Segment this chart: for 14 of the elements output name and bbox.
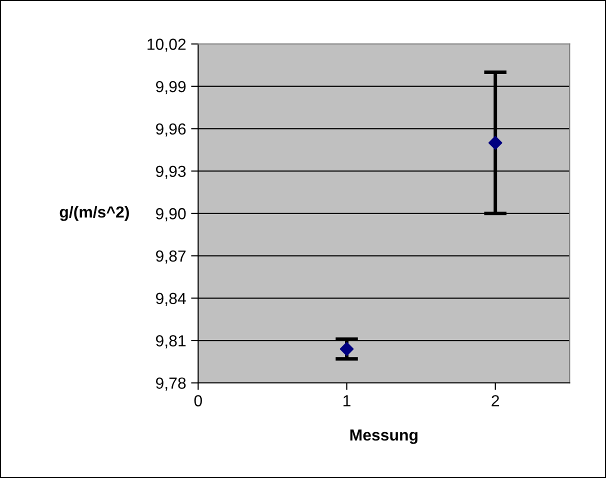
y-tick-label: 9,90 (156, 208, 186, 222)
y-tick-label: 9,81 (156, 335, 186, 348)
y-tick-label: 9,87 (156, 250, 186, 264)
y-axis-title: g/(m/s^2) (60, 206, 129, 221)
y-tick-label: 9,84 (156, 292, 186, 306)
x-tick-label: 0 (194, 395, 202, 406)
x-axis-title: Messung (350, 430, 418, 444)
y-tick-label: 10,02 (148, 38, 186, 52)
y-tick-label: 9,93 (156, 166, 186, 179)
y-tick-label: 9,78 (156, 378, 186, 391)
x-tick-label: 1 (344, 395, 350, 406)
y-tick-label: 9,99 (156, 80, 186, 94)
x-tick-label: 2 (492, 395, 499, 406)
y-tick-label: 9,96 (156, 123, 186, 137)
